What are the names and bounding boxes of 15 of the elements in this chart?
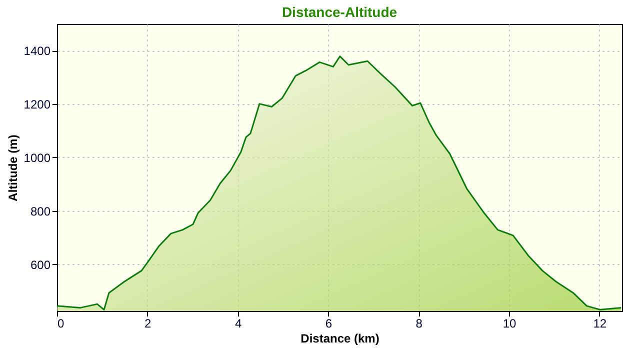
x-tick-label: 12 [593,316,607,330]
y-tick-label: 800 [30,204,51,218]
x-tick-label: 10 [502,316,516,330]
x-tick-label: 6 [325,316,332,330]
y-axis-title: Altitude (m) [6,134,20,202]
x-axis-title: Distance (km) [300,332,380,346]
y-tick-label: 1000 [24,150,51,165]
y-tick-label: 600 [30,258,51,272]
y-tick-label: 1400 [24,44,51,58]
x-tick-label: 8 [416,316,423,330]
y-tick-label: 1200 [24,98,51,112]
chart-title: Distance-Altitude [282,4,398,20]
x-tick-label: 2 [144,316,152,330]
x-tick-label: 4 [234,316,242,330]
x-tick-label: 0 [58,316,64,330]
